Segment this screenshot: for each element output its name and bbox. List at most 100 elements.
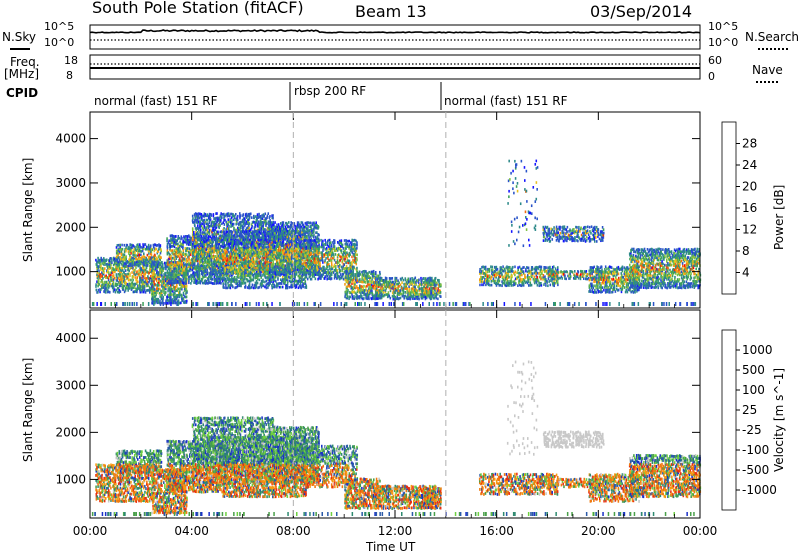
data-cell [238,254,241,257]
data-cell [205,274,207,277]
data-cell [137,257,140,261]
data-cell [158,287,160,291]
data-cell [170,234,173,237]
data-cell [229,262,231,266]
data-cell [124,273,127,276]
data-cell [206,268,208,272]
data-cell [173,245,176,249]
data-cell [204,236,206,240]
data-cell [237,259,239,263]
data-cell [170,281,173,285]
data-cell [177,237,179,241]
data-cell [237,222,239,226]
data-cell [191,242,194,246]
data-cell [192,252,194,256]
data-cell [107,276,110,280]
data-cell [220,282,222,285]
data-cell [217,245,220,249]
data-cell [175,275,178,278]
data-cell [235,256,237,260]
data-cell [216,277,219,280]
data-cell [188,265,190,268]
data-cell [126,260,129,263]
data-cell [247,228,250,231]
data-cell [208,281,211,284]
data-cell [193,261,195,264]
data-cell [217,232,220,236]
data-cell [202,234,205,238]
data-cell [222,272,224,276]
data-cell [161,285,163,288]
data-cell [147,247,149,251]
data-cell [161,271,163,274]
data-cell [139,285,141,288]
data-cell [251,260,254,263]
data-cell [113,257,116,261]
data-cell [253,284,256,287]
data-cell [249,286,252,290]
data-cell [247,270,250,274]
data-cell [227,272,229,276]
data-cell [207,256,209,259]
data-cell [155,300,157,303]
data-cell [195,242,197,246]
data-cell [239,255,241,259]
data-cell [187,263,189,266]
data-cell [132,244,134,247]
data-cell [247,260,250,263]
data-cell [110,263,112,266]
data-cell [123,290,126,294]
data-cell [232,245,234,248]
data-cell [234,286,236,290]
data-cell [219,256,221,260]
data-cell [243,221,246,224]
data-cell [215,245,218,248]
data-cell [244,264,247,268]
data-cell [115,284,118,287]
data-cell [219,247,222,250]
data-cell [115,246,118,249]
data-cell [137,249,140,253]
data-cell [251,265,253,269]
data-cell [173,252,175,256]
data-cell [226,276,228,280]
data-cell [262,256,265,260]
data-cell [261,217,264,220]
data-cell [201,219,204,222]
data-cell [209,270,212,273]
data-cell [117,266,119,269]
data-cell [168,299,171,303]
data-cell [156,271,158,275]
data-cell [145,271,147,275]
data-cell [234,248,236,252]
data-cell [172,283,174,287]
data-cell [211,238,214,242]
data-cell [179,301,181,305]
data-cell [173,299,176,302]
data-cell [245,268,248,271]
data-cell [151,282,153,285]
data-cell [193,238,196,242]
data-cell [230,281,232,285]
data-cell [154,273,156,276]
data-cell [179,262,181,266]
data-cell [226,267,228,271]
data-cell [178,254,180,258]
data-cell [98,271,101,275]
data-cell [184,269,186,272]
data-cell [200,267,203,270]
data-cell [228,244,230,248]
data-cell [186,271,188,274]
data-cell [155,293,157,297]
data-cell [124,269,127,272]
data-cell [174,287,177,291]
data-cell [272,220,275,224]
data-cell [162,265,164,269]
data-cell [196,246,199,250]
data-cell [202,228,205,232]
data-cell [172,251,174,255]
data-cell [165,287,167,291]
data-cell [139,282,141,286]
data-cell [201,237,204,240]
data-cell [222,258,224,262]
